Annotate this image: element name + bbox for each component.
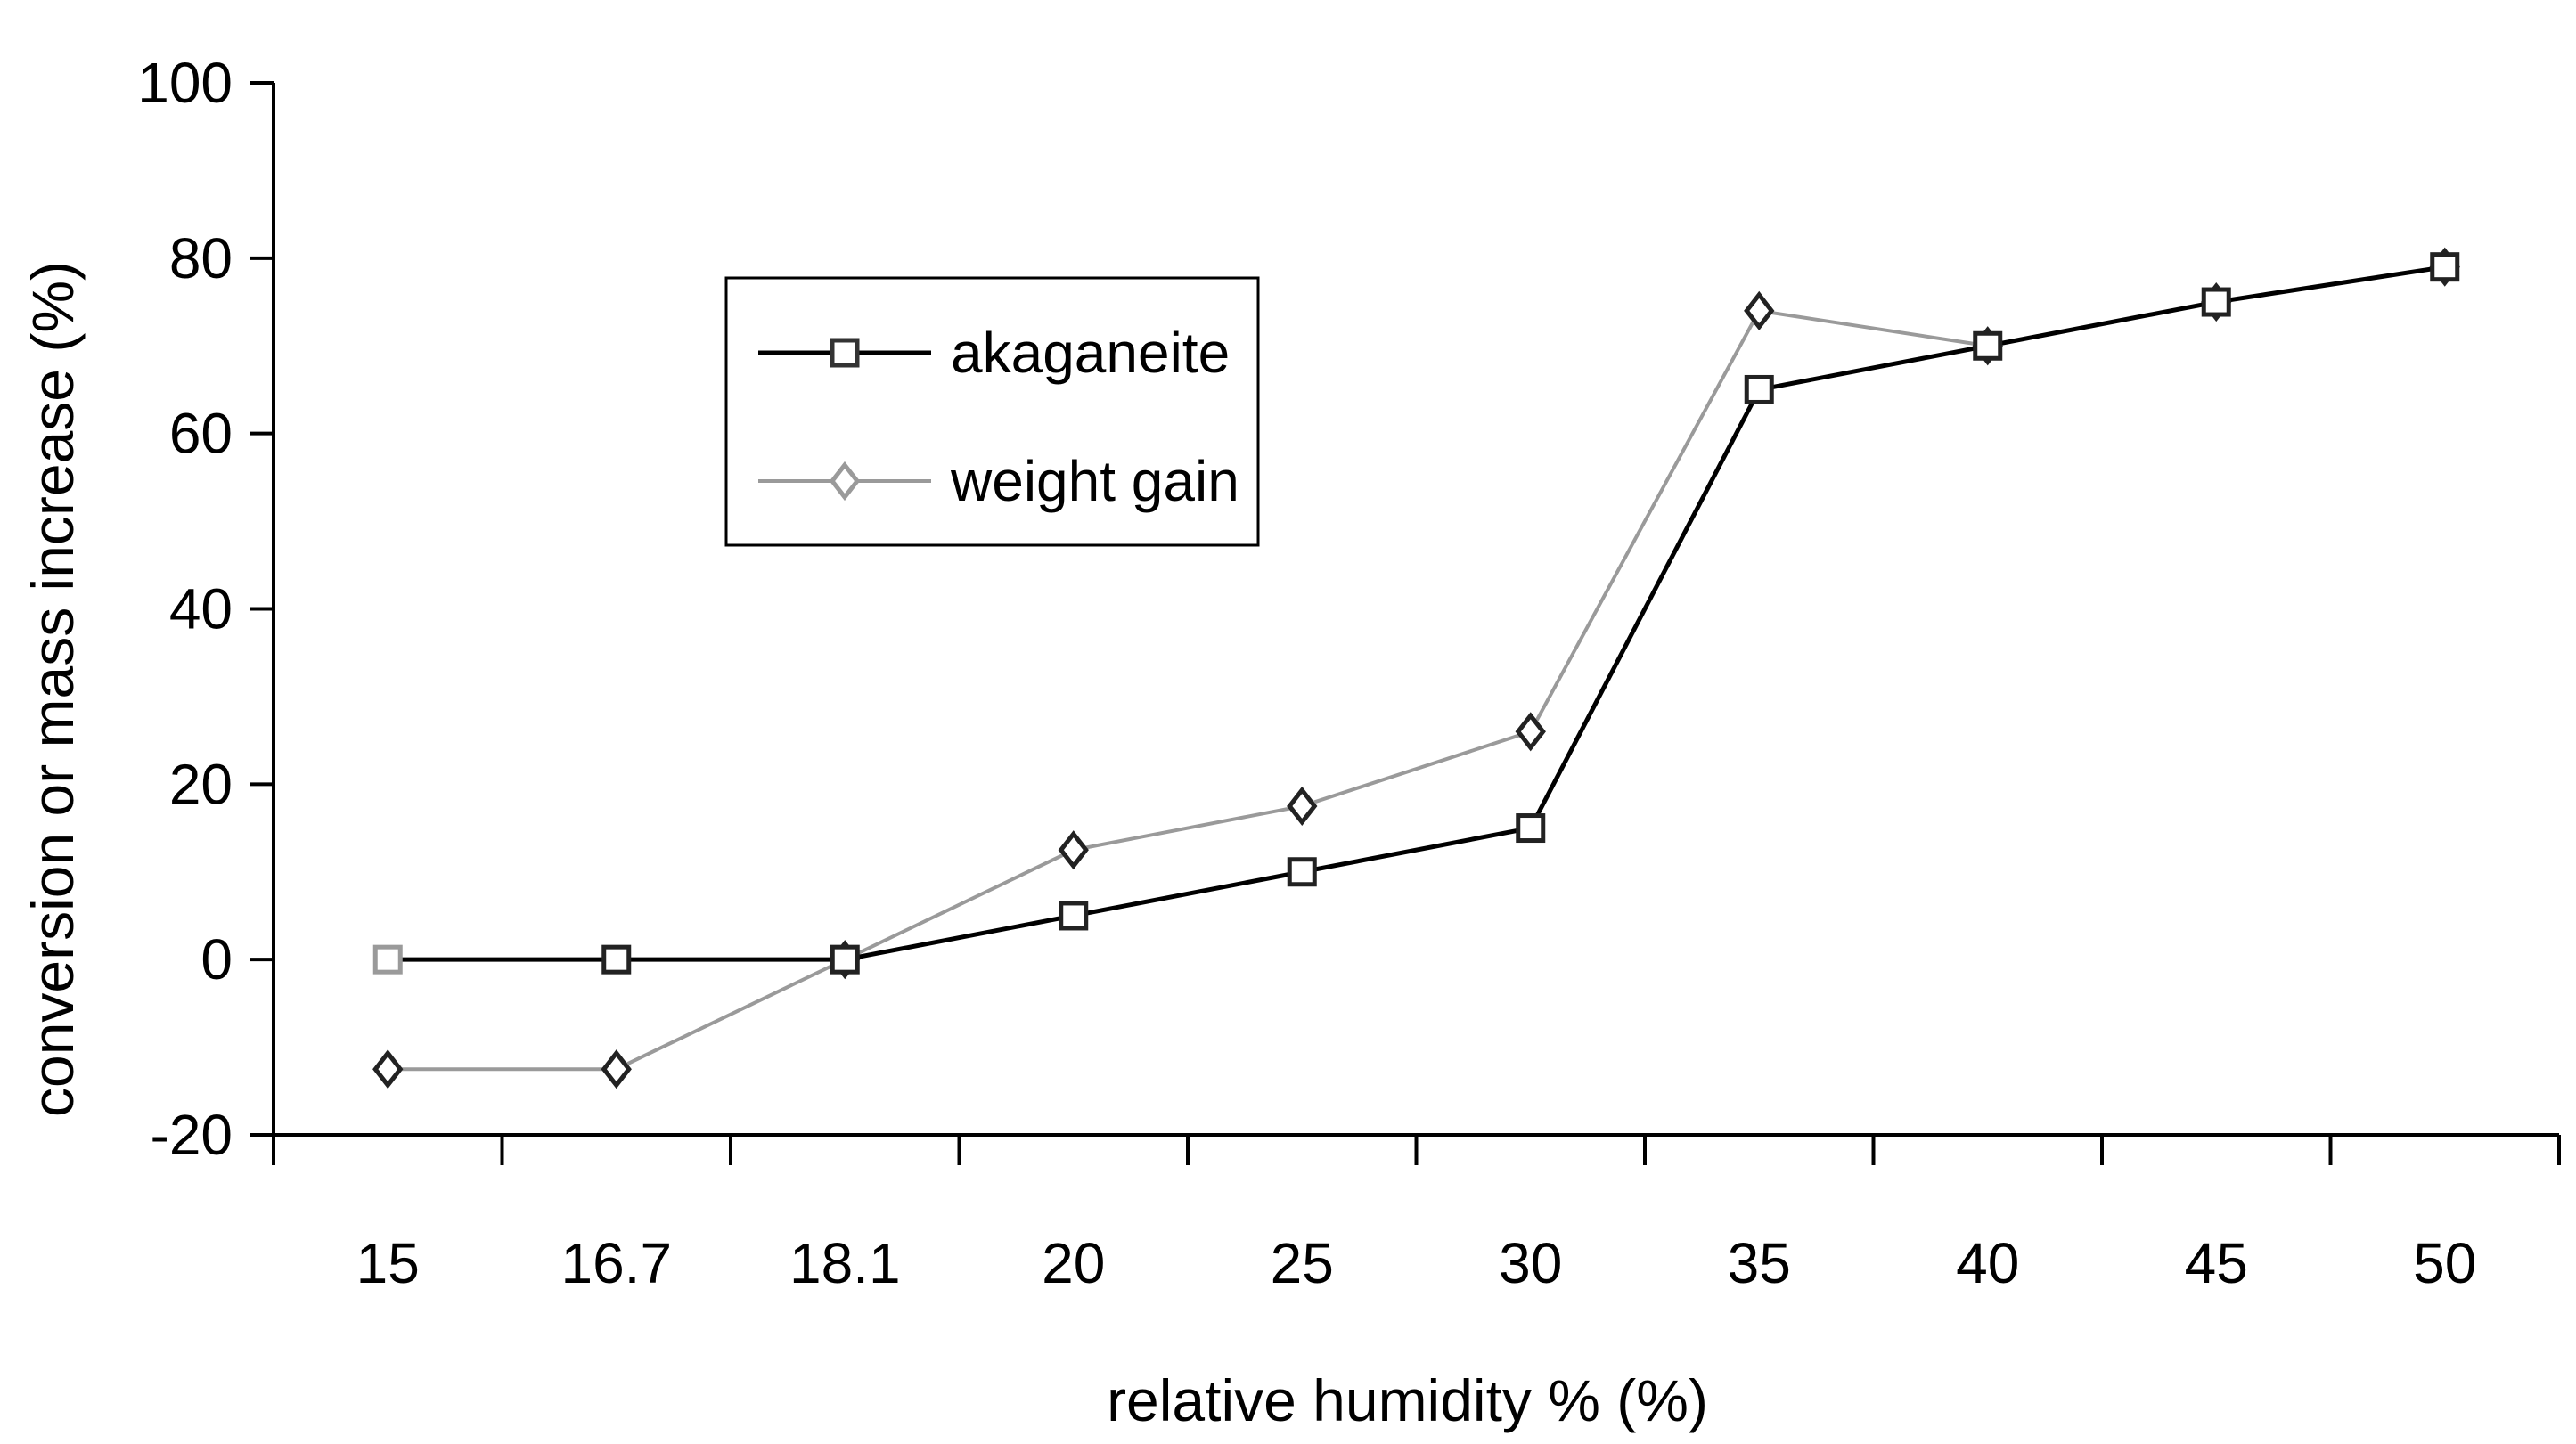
x-tick-label: 35: [1728, 1231, 1791, 1295]
y-tick-label: 60: [169, 402, 233, 466]
legend-label-weight-gain: weight gain: [950, 449, 1239, 513]
data-point-akaganeite: [1059, 901, 1089, 931]
data-point-weight-gain: [1744, 290, 1775, 330]
data-point-weight-gain: [1287, 786, 1318, 827]
y-tick-label: 100: [137, 51, 233, 115]
legend: akaganeite weight gain: [724, 276, 1260, 547]
x-tick-label: 50: [2413, 1231, 2476, 1295]
x-axis-title: relative humidity % (%): [1107, 1367, 1708, 1433]
y-tick-label: 20: [169, 752, 233, 816]
x-tick-label: 30: [1499, 1231, 1562, 1295]
x-tick-label: 45: [2185, 1231, 2248, 1295]
y-axis-title: conversion or mass increase (%): [20, 261, 86, 1117]
y-tick-label: -20: [151, 1103, 233, 1167]
x-tick-label: 20: [1042, 1231, 1105, 1295]
y-tick-label: 40: [169, 577, 233, 641]
x-tick-label: 15: [356, 1231, 420, 1295]
data-point-weight-gain: [601, 1049, 632, 1089]
data-point-akaganeite: [1516, 813, 1546, 844]
data-point-weight-gain: [1058, 830, 1089, 870]
legend-box: [724, 276, 1260, 547]
x-tick-label: 25: [1271, 1231, 1334, 1295]
x-tick-label: 18.1: [789, 1231, 901, 1295]
x-tick-label: 16.7: [560, 1231, 672, 1295]
y-tick-label: 0: [200, 927, 233, 991]
x-tick-label: 40: [1956, 1231, 2019, 1295]
data-point-akaganeite: [372, 944, 403, 975]
x-ticks: 15 16.7 18.1 20 25 30 35 40 45 50: [272, 1135, 2561, 1295]
legend-marker-shape: [829, 461, 861, 502]
data-point-akaganeite: [1744, 374, 1774, 404]
data-point-akaganeite: [2201, 287, 2231, 317]
y-tick-label: 80: [169, 226, 233, 290]
legend-marker-weight-gain: [829, 461, 861, 502]
legend-label-akaganeite: akaganeite: [951, 321, 1230, 385]
legend-marker-akaganeite: [830, 338, 860, 368]
data-point-akaganeite: [1287, 857, 1317, 887]
data-point-weight-gain: [372, 1049, 404, 1089]
data-point-akaganeite: [1973, 330, 2003, 361]
legend-marker-shape: [830, 338, 860, 368]
series-layer: [372, 247, 2460, 1089]
series-line-akaganeite: [388, 265, 2446, 962]
data-point-akaganeite: [830, 944, 860, 975]
data-point-akaganeite: [2430, 252, 2460, 282]
data-point-weight-gain: [1515, 712, 1546, 752]
data-point-akaganeite: [601, 944, 632, 975]
y-ticks: -20 0 20 40 60 80 100: [137, 51, 274, 1167]
